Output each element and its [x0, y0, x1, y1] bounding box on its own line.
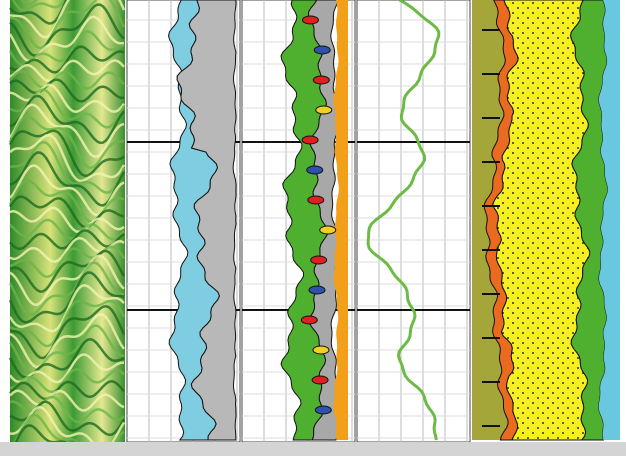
image-stripe: [9, 0, 126, 50]
image-stripe: [9, 0, 68, 25]
image-stripe: [9, 254, 125, 306]
gray-fill: [176, 0, 237, 441]
image-stripe: [9, 151, 126, 207]
bottom-strip: [0, 442, 626, 456]
image-stripe: [9, 45, 125, 74]
image-stripe: [9, 0, 126, 39]
image-stripe: [9, 78, 125, 103]
image-stripe: [9, 380, 125, 401]
image-stripe: [8, 271, 125, 324]
image-stripe: [8, 115, 125, 170]
image-stripe: [9, 299, 126, 348]
image-stripe: [9, 70, 125, 90]
lithology-patch: [300, 315, 318, 325]
image-stripe: [9, 59, 125, 83]
image-stripe: [8, 261, 125, 317]
lithology-patch: [314, 405, 332, 415]
image-stripe: [9, 83, 125, 114]
image-stripe: [9, 229, 125, 251]
image-stripe: [9, 133, 126, 183]
lithology-patch: [310, 255, 328, 265]
lithology-patch: [319, 225, 337, 235]
image-stripe: [11, 0, 66, 12]
olive-fill: [472, 0, 509, 440]
image-stripe: [9, 94, 125, 145]
gr-curve: [366, 0, 441, 441]
lithology-patch: [311, 375, 329, 385]
image-stripe: [9, 249, 126, 293]
image-stripe: [20, 0, 38, 6]
lithology-patch: [313, 45, 331, 55]
image-stripe: [9, 368, 125, 394]
image-stripe: [9, 313, 126, 369]
lithology-patch: [306, 165, 324, 175]
orange-fill: [333, 0, 348, 440]
lithology-patch: [308, 285, 326, 295]
lithology-patch: [315, 105, 333, 115]
image-stripe: [8, 195, 125, 229]
lithology-patch: [312, 345, 330, 355]
image-stripe: [8, 324, 125, 375]
lithology-patch: [301, 135, 319, 145]
lithology-patch: [301, 15, 319, 25]
image-stripe: [9, 3, 125, 57]
image-stripe: [9, 413, 125, 456]
image-stripe: [9, 218, 125, 241]
lithology-patch: [312, 75, 330, 85]
image-stripe: [8, 103, 125, 158]
image-stripe: [9, 206, 125, 234]
image-stripe: [9, 395, 125, 424]
lithology-patch: [307, 195, 325, 205]
image-stripe: [9, 304, 126, 360]
image-stripe: [8, 129, 125, 178]
image-stripe: [9, 389, 125, 412]
image-stripe: [8, 179, 125, 224]
blue-fill: [598, 0, 620, 440]
image-stripe: [9, 140, 126, 194]
